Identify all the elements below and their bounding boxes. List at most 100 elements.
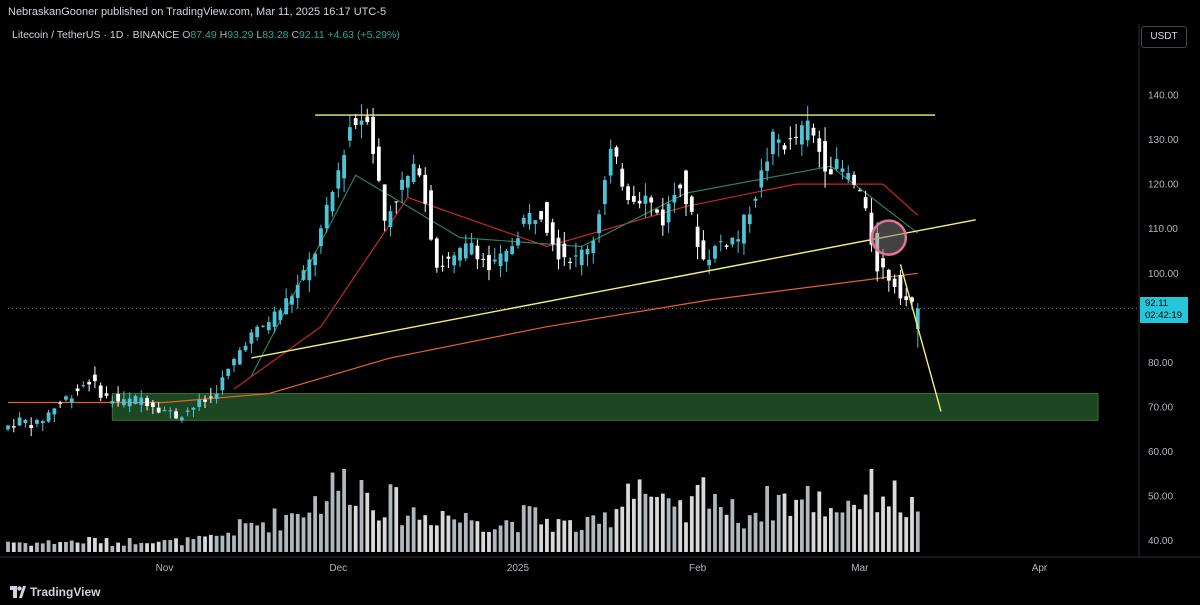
volume-bar <box>568 520 572 552</box>
candle-body <box>185 410 190 412</box>
candle-body <box>284 298 289 315</box>
volume-bar <box>266 532 271 552</box>
candle-body <box>40 421 45 424</box>
price-tick-label: 100.00 <box>1148 269 1179 280</box>
volume-bar <box>550 531 555 552</box>
volume-bar <box>319 513 323 552</box>
volume-bar <box>336 490 341 552</box>
chart-area[interactable]: 40.0050.0060.0070.0080.0090.00100.00110.… <box>0 24 1200 579</box>
volume-bar <box>411 507 416 552</box>
volume-bar <box>203 536 207 552</box>
volume-bar <box>660 493 665 552</box>
candle-body <box>290 296 294 305</box>
volume-bar <box>446 515 451 552</box>
volume-bar <box>527 506 532 552</box>
volume-bar <box>881 496 885 552</box>
candle-body <box>863 197 868 209</box>
price-chart[interactable]: 40.0050.0060.0070.0080.0090.00100.00110.… <box>0 24 1200 579</box>
volume-bar <box>533 507 538 552</box>
tradingview-brand[interactable]: TradingView <box>30 585 101 599</box>
volume-bar <box>539 524 544 552</box>
volume-bar <box>689 496 694 552</box>
candle-body <box>527 212 532 225</box>
close-label: C <box>291 29 300 41</box>
candle-body <box>330 191 335 212</box>
currency-button[interactable]: USDT <box>1141 26 1187 48</box>
candle-body <box>666 203 671 223</box>
candle-body <box>545 202 549 233</box>
volume-bar <box>46 540 51 552</box>
candle-body <box>771 131 775 155</box>
volume-bar <box>110 545 115 552</box>
volume-bar <box>747 515 752 552</box>
candle-body <box>87 381 92 385</box>
candle-body <box>521 217 526 224</box>
volume-bar <box>857 509 862 552</box>
volume-bar <box>382 517 387 552</box>
candle-body <box>765 161 770 171</box>
volume-bar <box>6 541 10 552</box>
candle-body <box>904 296 909 301</box>
volume-bar <box>672 506 677 552</box>
volume-bar <box>892 480 897 552</box>
volume-bar <box>353 505 358 552</box>
volume-bar <box>17 542 22 552</box>
volume-bar <box>487 531 491 552</box>
candle-body <box>249 332 254 344</box>
candle-body <box>11 426 16 428</box>
candle-body <box>417 168 422 176</box>
symbol-legend[interactable]: Litecoin / TetherUS · 1D · BINANCE O87.4… <box>12 29 400 41</box>
volume-bar <box>417 519 422 552</box>
candle-body <box>637 200 642 204</box>
volume-bar <box>226 532 231 552</box>
volume-bar <box>162 540 167 552</box>
volume-bar <box>145 543 149 552</box>
volume-bar <box>498 525 503 552</box>
volume-bar <box>365 492 370 552</box>
candle-body <box>481 258 486 260</box>
volume-bar <box>800 499 804 552</box>
volume-bar <box>863 494 868 552</box>
candle-body <box>875 232 880 272</box>
volume-bar <box>492 529 497 552</box>
volume-bar <box>834 512 839 552</box>
volume-bar <box>220 535 225 552</box>
price-tick-label: 60.00 <box>1148 447 1173 458</box>
candle-body <box>823 141 827 172</box>
volume-bar <box>168 540 173 552</box>
volume-bar <box>765 486 770 552</box>
candle-body <box>550 222 555 245</box>
volume-bar <box>574 531 578 552</box>
candle-body <box>655 209 659 213</box>
candle-body <box>145 398 149 407</box>
candle-body <box>6 425 10 430</box>
candle-body <box>255 326 260 338</box>
volume-bar <box>185 537 190 552</box>
price-tick-label: 140.00 <box>1148 91 1179 102</box>
volume-bar <box>429 525 433 552</box>
candle-body <box>579 249 584 266</box>
volume-bar <box>846 500 851 552</box>
candle-body <box>869 212 874 245</box>
symbol-title[interactable]: Litecoin / TetherUS · 1D · BINANCE <box>12 29 180 41</box>
candle-body <box>81 385 86 387</box>
candle-body <box>46 412 51 422</box>
candle-body <box>295 284 300 298</box>
volume-bar <box>64 541 68 552</box>
volume-bar <box>272 508 277 552</box>
volume-bar <box>695 484 700 552</box>
volume-bar <box>232 535 236 552</box>
candle-body <box>846 173 851 180</box>
volume-bar <box>301 517 306 552</box>
volume-bar <box>458 522 462 552</box>
candle-body <box>591 240 596 254</box>
volume-bar <box>585 516 590 552</box>
volume-bar <box>759 521 764 552</box>
volume-bar <box>237 519 242 552</box>
candle-body <box>150 402 155 408</box>
volume-bar <box>324 501 329 552</box>
volume-bar <box>869 468 874 552</box>
candle-body <box>857 190 862 192</box>
volume-bar <box>127 538 132 552</box>
candle-body <box>23 420 28 424</box>
